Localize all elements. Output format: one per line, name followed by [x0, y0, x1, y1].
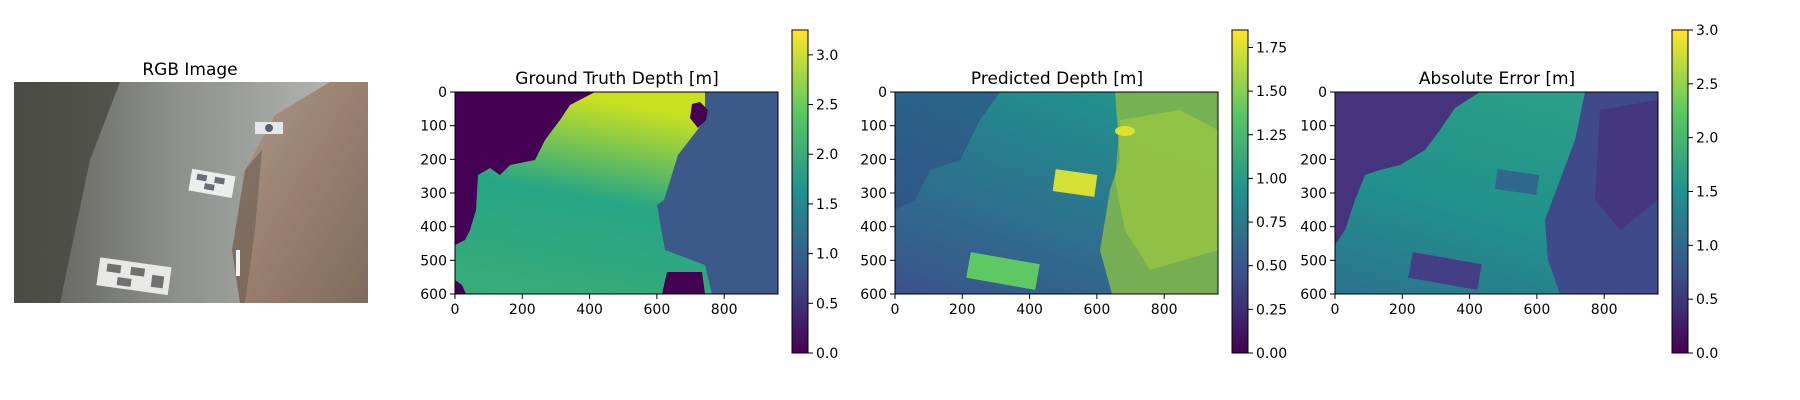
y-tick-label: 600 [860, 287, 887, 303]
x-tick-label: 800 [1151, 302, 1178, 318]
x-tick-label: 0 [451, 302, 460, 318]
colorbar-tick-label: 0.5 [1696, 292, 1718, 308]
err-colorbar-ticks: 0.0 0.5 1.0 1.5 2.0 2.5 3.0 [1688, 23, 1718, 362]
target-marker-mid [188, 168, 236, 199]
gt-colorbar-ticks: 0.0 0.5 1.0 1.5 2.0 2.5 3.0 [808, 48, 838, 362]
gt-y-ticks: 0 100 200 300 400 500 600 [420, 85, 455, 303]
y-tick-label: 600 [1300, 287, 1327, 303]
target-marker-far [255, 122, 283, 134]
gt-panel: Ground Truth Depth [m] 0 200 400 600 800 0 10… [420, 29, 838, 362]
y-tick-label: 0 [878, 85, 887, 101]
x-tick-label: 200 [949, 302, 976, 318]
x-tick-label: 400 [576, 302, 603, 318]
y-tick-label: 300 [860, 186, 887, 202]
err-heatmap [1335, 92, 1658, 294]
x-tick-label: 400 [1456, 302, 1483, 318]
err-axes: 0 200 400 600 800 0 100 200 300 400 500 600 [1300, 85, 1659, 318]
err-panel: Absolute Error [m] 0 200 400 600 800 0 100 200… [1300, 23, 1718, 362]
colorbar-tick-label: 2.5 [1696, 77, 1718, 93]
y-tick-label: 600 [420, 287, 447, 303]
x-tick-label: 200 [1389, 302, 1416, 318]
y-tick-label: 200 [860, 152, 887, 168]
colorbar-tick-label: 3.0 [1696, 23, 1718, 39]
colorbar-tick-label: 2.5 [816, 98, 838, 114]
colorbar-tick-label: 1.0 [1696, 238, 1718, 254]
colorbar-tick-label: 1.5 [1696, 185, 1718, 201]
colorbar-tick-label: 1.00 [1256, 171, 1287, 187]
y-tick-label: 200 [1300, 152, 1327, 168]
y-tick-label: 500 [1300, 253, 1327, 269]
y-tick-label: 300 [420, 186, 447, 202]
x-tick-label: 400 [1016, 302, 1043, 318]
rgb-panel: RGB Image [14, 60, 368, 303]
pred-heatmap [895, 92, 1218, 294]
gt-x-ticks: 0 200 400 600 800 [451, 294, 738, 318]
colorbar-tick-label: 2.0 [1696, 131, 1718, 147]
err-x-ticks: 0 200 400 600 800 [1331, 294, 1618, 318]
pred-x-ticks: 0 200 400 600 800 [891, 294, 1178, 318]
y-tick-label: 500 [860, 253, 887, 269]
gt-heatmap [455, 92, 778, 294]
y-tick-label: 100 [1300, 119, 1327, 135]
y-tick-label: 100 [420, 119, 447, 135]
rgb-title: RGB Image [142, 60, 237, 80]
rgb-photo [14, 82, 368, 303]
colorbar-tick-label: 0.0 [816, 346, 838, 362]
gt-title: Ground Truth Depth [m] [515, 69, 718, 89]
y-tick-label: 200 [420, 152, 447, 168]
x-tick-label: 600 [1524, 302, 1551, 318]
err-y-ticks: 0 100 200 300 400 500 600 [1300, 85, 1335, 303]
y-tick-label: 300 [1300, 186, 1327, 202]
y-tick-label: 500 [420, 253, 447, 269]
x-tick-label: 200 [509, 302, 536, 318]
x-tick-label: 800 [1591, 302, 1618, 318]
x-tick-label: 600 [1084, 302, 1111, 318]
colorbar-tick-label: 0.0 [1696, 346, 1718, 362]
colorbar-tick-label: 1.0 [816, 247, 838, 263]
y-tick-label: 0 [438, 85, 447, 101]
colorbar-tick-label: 0.25 [1256, 302, 1287, 318]
pred-panel: Predicted Depth [m] 0 200 400 600 800 0 100 20… [860, 29, 1287, 362]
y-tick-label: 400 [1300, 220, 1327, 236]
pred-colorbar-ticks: 0.00 0.25 0.50 0.75 1.00 1.25 1.50 1.75 [1248, 40, 1287, 362]
y-tick-label: 100 [860, 119, 887, 135]
x-tick-label: 600 [644, 302, 671, 318]
colorbar-tick-label: 2.0 [816, 147, 838, 163]
pred-colorbar: 0.00 0.25 0.50 0.75 1.00 1.25 1.50 1.75 [1231, 29, 1287, 362]
x-tick-label: 0 [1331, 302, 1340, 318]
colorbar-tick-label: 1.25 [1256, 128, 1287, 144]
pred-title: Predicted Depth [m] [971, 69, 1143, 89]
colorbar-tick-label: 0.50 [1256, 259, 1287, 275]
colorbar-tick-label: 1.5 [816, 197, 838, 213]
y-tick-label: 0 [1318, 85, 1327, 101]
target-marker-near [96, 257, 172, 296]
colorbar-tick-label: 1.75 [1256, 40, 1287, 56]
colorbar-tick-label: 3.0 [816, 48, 838, 64]
colorbar-tick-label: 1.50 [1256, 84, 1287, 100]
err-title: Absolute Error [m] [1419, 69, 1575, 89]
colorbar-tick-label: 0.5 [816, 296, 838, 312]
colorbar-tick-label: 0.00 [1256, 346, 1287, 362]
x-tick-label: 0 [891, 302, 900, 318]
pred-axes: 0 200 400 600 800 0 100 200 300 400 500 600 [860, 85, 1219, 318]
err-colorbar: 0.0 0.5 1.0 1.5 2.0 2.5 3.0 [1671, 23, 1718, 362]
gt-colorbar: 0.0 0.5 1.0 1.5 2.0 2.5 3.0 [791, 29, 838, 362]
y-tick-label: 400 [420, 220, 447, 236]
colorbar-tick-label: 0.75 [1256, 215, 1287, 231]
x-tick-label: 800 [711, 302, 738, 318]
pred-y-ticks: 0 100 200 300 400 500 600 [860, 85, 895, 303]
gt-axes: 0 200 400 600 800 0 100 200 300 400 500 600 [420, 85, 779, 318]
y-tick-label: 400 [860, 220, 887, 236]
